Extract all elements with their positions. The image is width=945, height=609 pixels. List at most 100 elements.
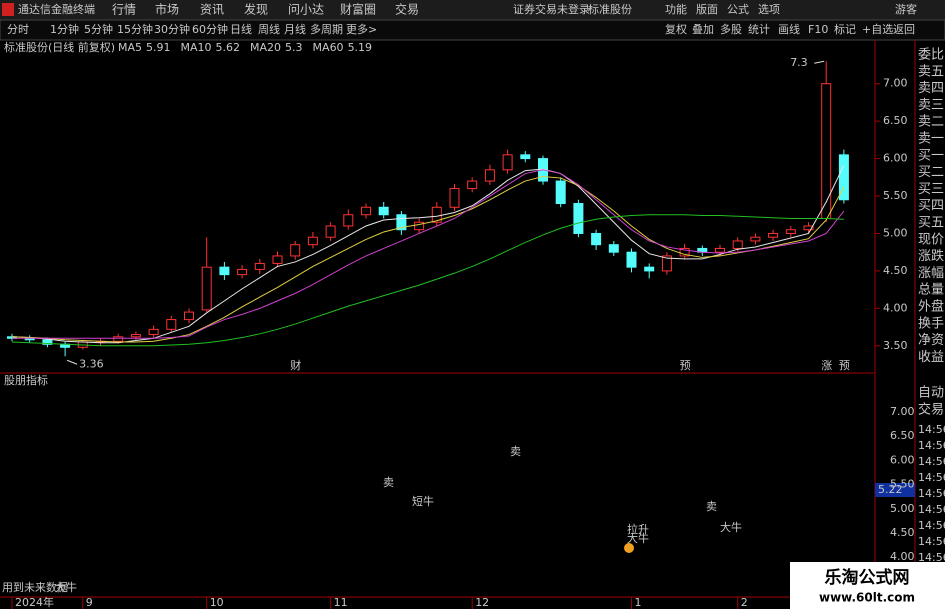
watermark-url: www.60lt.com	[819, 591, 915, 605]
user[interactable]: 游客	[895, 2, 917, 16]
period-tab[interactable]: 多周期	[310, 22, 343, 36]
app-icon	[2, 3, 14, 16]
menu-item[interactable]: 财富圈	[340, 2, 376, 17]
note-signal: 大牛	[55, 580, 77, 594]
app-name: 通达信金融终端	[18, 2, 95, 16]
chart-title: 标准股份(日线 前复权)	[4, 40, 115, 54]
signal: 拉升	[627, 522, 649, 536]
tool-button[interactable]: F10	[808, 23, 828, 36]
candle-body	[573, 203, 584, 234]
time-label: 14:56	[918, 503, 945, 516]
event-marker[interactable]: 预	[680, 359, 691, 372]
quote-label: 卖三	[918, 98, 944, 113]
candle-body	[626, 251, 637, 268]
tool-button[interactable]: 返回	[893, 23, 915, 36]
indicator-tick-label: 5.00	[890, 502, 915, 515]
event-marker[interactable]: 财	[290, 358, 301, 372]
menu-item[interactable]: 行情	[112, 3, 136, 17]
indicator-tick-label: 5.50	[890, 478, 915, 491]
candle-body	[290, 244, 301, 257]
tool-button[interactable]: 统计	[748, 23, 770, 36]
menu-item[interactable]: 发现	[244, 2, 268, 17]
candle-body	[838, 154, 849, 201]
quote-label: 现价	[918, 232, 944, 247]
time-label: 14:56	[918, 535, 945, 548]
watermark-box	[790, 562, 945, 609]
trade-label[interactable]: 自动	[918, 386, 944, 401]
tool-button[interactable]: 画线	[778, 22, 800, 36]
period-tab[interactable]: 5分钟	[84, 22, 113, 36]
signal: 卖	[510, 445, 521, 458]
period-tab[interactable]: 周线	[258, 22, 280, 36]
quote-label: 换手	[918, 316, 944, 331]
current-value: 5.22	[878, 483, 903, 496]
tool-button[interactable]: 标记	[834, 22, 856, 36]
candle-body	[608, 244, 619, 253]
quote-label: 涨幅	[918, 266, 944, 281]
time-label: 14:56	[918, 551, 945, 564]
quote-label: 涨跌	[918, 248, 944, 264]
candle-body	[361, 206, 371, 216]
period-tab[interactable]: 30分钟	[154, 22, 190, 36]
menu-item[interactable]: 交易	[395, 2, 419, 17]
menu-item[interactable]: 功能	[665, 2, 687, 16]
menu-item[interactable]: 版面	[696, 2, 718, 16]
candle-body	[201, 266, 212, 311]
candle-body	[502, 154, 513, 171]
legend-value: 5.3	[285, 41, 303, 54]
y-tick-label: 6.50	[883, 114, 908, 127]
x-tick-label: 2024年	[15, 595, 54, 609]
period-tab[interactable]: 1分钟	[50, 22, 79, 36]
candle-body	[130, 334, 141, 338]
menu-item[interactable]: 市场	[155, 2, 179, 17]
candle-body	[821, 83, 832, 219]
quote-label: 收益	[918, 350, 944, 365]
time-label: 14:56	[918, 487, 945, 500]
period-tab[interactable]: 60分钟	[192, 22, 228, 36]
trade-label[interactable]: 交易	[918, 402, 944, 418]
tool-button[interactable]: 叠加	[692, 23, 714, 36]
quote-label: 买三	[918, 182, 944, 197]
period-tab[interactable]: 更多>	[346, 22, 377, 36]
menu-item[interactable]: 选项	[758, 3, 780, 16]
x-tick-label: 11	[334, 596, 348, 609]
candle-body	[148, 328, 159, 336]
signal: 大牛	[720, 520, 742, 534]
y-tick-label: 5.50	[883, 189, 908, 202]
menu-item[interactable]: 公式	[727, 3, 749, 16]
event-marker[interactable]: 涨	[821, 359, 832, 372]
candle-body	[343, 214, 354, 227]
candle-body	[785, 229, 796, 234]
period-tab[interactable]: 月线	[284, 22, 306, 36]
candle-body	[414, 221, 425, 231]
legend-value: 5.19	[348, 41, 373, 54]
login-status[interactable]: 证券交易未登录	[513, 2, 590, 16]
candle-body	[520, 154, 531, 160]
event-marker[interactable]: 预	[839, 359, 850, 372]
tool-button[interactable]: +自选	[862, 23, 893, 36]
ma-line	[11, 214, 844, 347]
candle-body	[307, 236, 318, 246]
period-tab[interactable]: 15分钟	[117, 22, 153, 36]
candle-body	[42, 339, 53, 345]
menu-item[interactable]: 资讯	[200, 3, 224, 17]
quote-label: 卖四	[918, 81, 944, 96]
candle-body	[661, 255, 672, 272]
quote-label: 外盘	[918, 299, 944, 315]
period-tab[interactable]: 分时	[7, 23, 29, 36]
signal-dot	[624, 543, 634, 553]
candle-body	[113, 336, 124, 342]
indicator-tick-label: 7.00	[890, 405, 915, 418]
quote-label: 卖一	[918, 132, 944, 147]
tool-button[interactable]: 复权	[665, 22, 687, 36]
tool-button[interactable]: 多股	[720, 22, 742, 36]
x-tick-label: 2	[741, 596, 748, 609]
candle-body	[591, 232, 602, 246]
menu-item[interactable]: 问小达	[288, 3, 324, 17]
period-tab[interactable]: 日线	[230, 22, 252, 36]
indicator-tick-label: 4.00	[890, 550, 915, 563]
quote-label: 买四	[918, 199, 944, 214]
candle-body	[272, 255, 283, 264]
